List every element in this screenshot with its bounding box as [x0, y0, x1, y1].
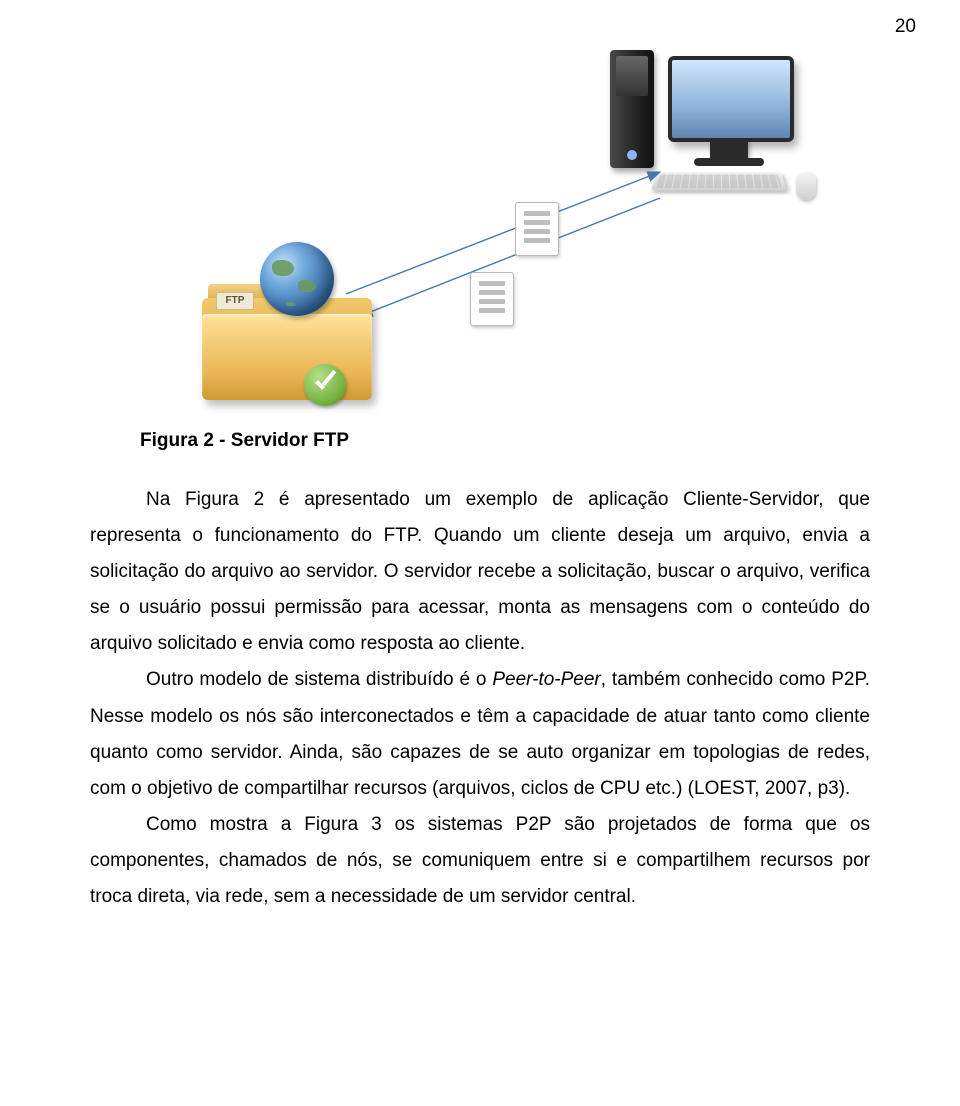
- paragraph-2: Outro modelo de sistema distribuído é o …: [90, 662, 870, 806]
- figure-2-illustration: FTP: [90, 50, 870, 410]
- paragraph-1: Na Figura 2 é apresentado um exemplo de …: [90, 482, 870, 662]
- body-text: Na Figura 2 é apresentado um exemplo de …: [90, 482, 870, 915]
- document-icon: [470, 272, 514, 326]
- document-page: 20: [0, 0, 960, 975]
- paragraph-2-lead: Outro modelo de sistema distribuído é o: [146, 669, 492, 690]
- paragraph-3: Como mostra a Figura 3 os sistemas P2P s…: [90, 807, 870, 915]
- checkmark-icon: [304, 364, 346, 406]
- page-number: 20: [895, 16, 916, 38]
- globe-icon: [260, 242, 334, 316]
- ftp-label: FTP: [216, 292, 254, 310]
- document-icon: [515, 202, 559, 256]
- peer-to-peer-term: Peer-to-Peer: [492, 669, 600, 690]
- figure-caption: Figura 2 - Servidor FTP: [140, 430, 870, 452]
